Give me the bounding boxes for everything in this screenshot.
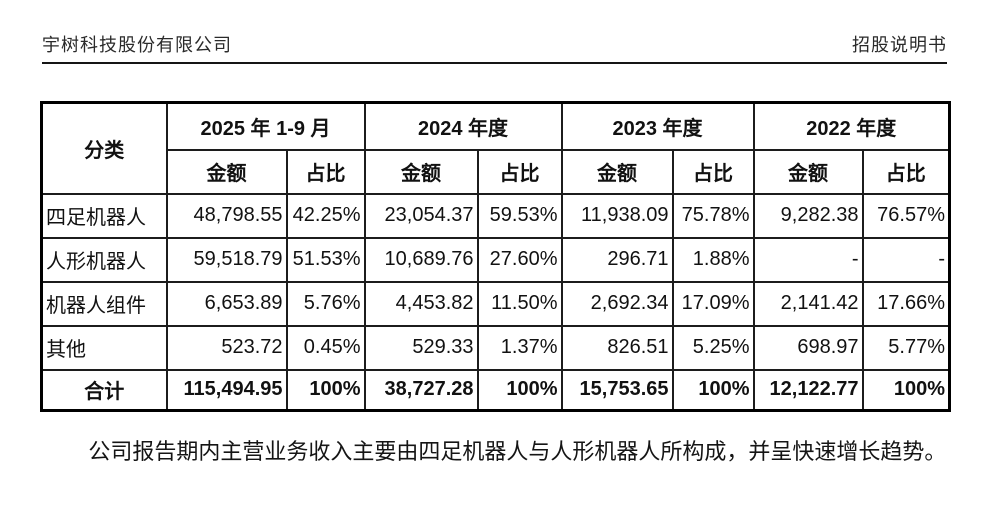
amount-header-2022: 金额 bbox=[752, 148, 864, 195]
table-cell: - bbox=[861, 236, 951, 283]
table-cell: 1.37% bbox=[476, 324, 563, 371]
table-cell: 100% bbox=[476, 368, 563, 412]
table-cell: 100% bbox=[285, 368, 366, 412]
table-cell: 17.09% bbox=[671, 280, 755, 327]
doc-header: 宇树科技股份有限公司 招股说明书 bbox=[42, 0, 947, 64]
table-cell: 100% bbox=[671, 368, 755, 412]
table-cell: 11,938.09 bbox=[560, 192, 674, 239]
table-cell: - bbox=[752, 236, 864, 283]
table-cell: 296.71 bbox=[560, 236, 674, 283]
table-cell: 6,653.89 bbox=[165, 280, 288, 327]
table-header-row-subcolumns: 金额 占比 金额 占比 金额 占比 金额 占比 bbox=[42, 148, 951, 195]
table-cell: 12,122.77 bbox=[752, 368, 864, 412]
table-cell: 100% bbox=[861, 368, 951, 412]
row-category: 机器人组件 bbox=[40, 280, 168, 327]
row-category: 人形机器人 bbox=[40, 236, 168, 283]
table-cell: 5.25% bbox=[671, 324, 755, 371]
table-cell: 698.97 bbox=[752, 324, 864, 371]
period-header-2022: 2022 年度 bbox=[752, 101, 951, 151]
table-row: 四足机器人 48,798.55 42.25% 23,054.37 59.53% … bbox=[40, 192, 951, 239]
table-cell: 76.57% bbox=[861, 192, 951, 239]
table-cell: 4,453.82 bbox=[363, 280, 479, 327]
table-cell: 59.53% bbox=[476, 192, 563, 239]
table-cell: 59,518.79 bbox=[165, 236, 288, 283]
table-cell: 2,141.42 bbox=[752, 280, 864, 327]
table-cell: 42.25% bbox=[285, 192, 366, 239]
row-category: 四足机器人 bbox=[40, 192, 168, 239]
table-cell: 75.78% bbox=[671, 192, 755, 239]
table-cell: 2,692.34 bbox=[560, 280, 674, 327]
table-cell: 48,798.55 bbox=[165, 192, 288, 239]
table-total-row: 合计 115,494.95 100% 38,727.28 100% 15,753… bbox=[40, 368, 951, 412]
table-cell: 115,494.95 bbox=[165, 368, 288, 412]
ratio-header-2025: 占比 bbox=[285, 148, 366, 195]
table-cell: 9,282.38 bbox=[752, 192, 864, 239]
table-cell: 826.51 bbox=[560, 324, 674, 371]
amount-header-2023: 金额 bbox=[560, 148, 674, 195]
table-cell: 5.77% bbox=[861, 324, 951, 371]
amount-header-2025: 金额 bbox=[165, 148, 288, 195]
amount-header-2024: 金额 bbox=[363, 148, 479, 195]
revenue-table: 分类 2025 年 1-9 月 2024 年度 2023 年度 2022 年度 … bbox=[40, 101, 952, 412]
table-cell: 523.72 bbox=[165, 324, 288, 371]
ratio-header-2022: 占比 bbox=[861, 148, 951, 195]
table-cell: 5.76% bbox=[285, 280, 366, 327]
table-row: 机器人组件 6,653.89 5.76% 4,453.82 11.50% 2,6… bbox=[40, 280, 951, 327]
doc-type-label: 招股说明书 bbox=[852, 35, 947, 55]
table-cell: 529.33 bbox=[363, 324, 479, 371]
ratio-header-2023: 占比 bbox=[671, 148, 755, 195]
period-header-2023: 2023 年度 bbox=[560, 101, 755, 151]
table-cell: 27.60% bbox=[476, 236, 563, 283]
total-row-label: 合计 bbox=[40, 368, 168, 412]
body-paragraph: 公司报告期内主营业务收入主要由四足机器人与人形机器人所构成，并呈快速增长趋势。 bbox=[88, 439, 947, 464]
table-cell: 11.50% bbox=[476, 280, 563, 327]
ratio-header-2024: 占比 bbox=[476, 148, 563, 195]
company-name: 宇树科技股份有限公司 bbox=[42, 35, 232, 55]
table-cell: 38,727.28 bbox=[363, 368, 479, 412]
row-category: 其他 bbox=[40, 324, 168, 371]
table-cell: 15,753.65 bbox=[560, 368, 674, 412]
table-cell: 51.53% bbox=[285, 236, 366, 283]
table-cell: 23,054.37 bbox=[363, 192, 479, 239]
category-column-header: 分类 bbox=[40, 101, 168, 195]
table-row: 其他 523.72 0.45% 529.33 1.37% 826.51 5.25… bbox=[40, 324, 951, 371]
period-header-2024: 2024 年度 bbox=[363, 101, 563, 151]
table-row: 人形机器人 59,518.79 51.53% 10,689.76 27.60% … bbox=[40, 236, 951, 283]
table-header-row-periods: 分类 2025 年 1-9 月 2024 年度 2023 年度 2022 年度 bbox=[40, 101, 951, 195]
table-cell: 1.88% bbox=[671, 236, 755, 283]
table-cell: 0.45% bbox=[285, 324, 366, 371]
period-header-2025: 2025 年 1-9 月 bbox=[165, 101, 366, 151]
table-cell: 10,689.76 bbox=[363, 236, 479, 283]
table-cell: 17.66% bbox=[861, 280, 951, 327]
